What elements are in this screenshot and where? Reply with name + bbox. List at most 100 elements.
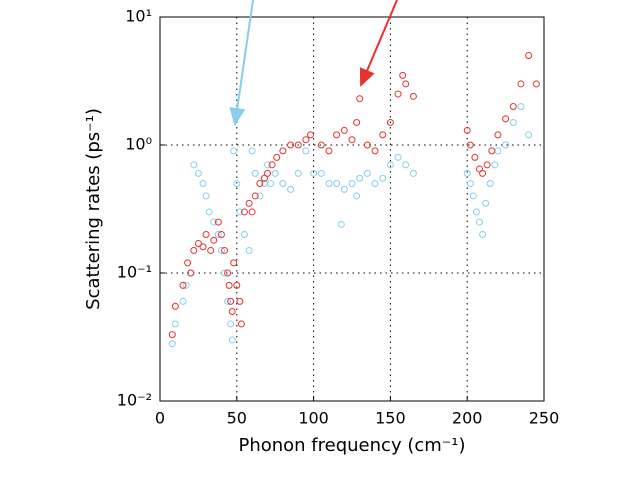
point [379,131,387,139]
point [294,141,302,149]
point [486,180,494,188]
point [337,220,345,228]
point [214,218,222,226]
point [210,236,218,244]
point [227,320,235,328]
point [233,281,241,289]
point [224,269,232,277]
arrow [229,0,254,126]
point [273,153,281,161]
point [182,281,190,289]
point [302,147,310,155]
point [179,281,187,289]
point [171,302,179,310]
point [230,147,238,155]
point [394,153,402,161]
point [248,208,256,216]
point [386,161,394,169]
point [227,297,235,305]
point [469,192,477,200]
point [488,147,496,155]
point [228,336,236,344]
point [399,71,407,79]
y-tick-label: 10⁻¹ [117,263,152,282]
point [199,243,207,251]
plot-area [160,17,544,401]
x-tick-label: 150 [375,409,406,428]
point [228,308,236,316]
point [256,180,264,188]
point [409,92,417,100]
point [356,174,364,182]
point [168,331,176,339]
y-tick-label: 10⁻² [117,391,152,410]
point [171,320,179,328]
point [279,147,287,155]
point [245,246,253,254]
point [479,169,487,177]
point [509,102,517,110]
point [217,230,225,238]
point [221,269,229,277]
point [207,246,215,254]
point [310,169,318,177]
point [466,141,474,149]
point [494,147,502,155]
point [251,192,259,200]
point [394,90,402,98]
point [340,185,348,193]
point [190,246,198,254]
point [236,208,244,216]
point [264,161,272,169]
point [224,297,232,305]
x-tick-label: 200 [452,409,483,428]
point [194,169,202,177]
point [340,126,348,134]
point [325,147,333,155]
point [202,230,210,238]
point [190,161,198,169]
point [409,169,417,177]
point [386,118,394,126]
y-tick-label: 10¹ [125,7,152,26]
point [240,208,248,216]
point [294,169,302,177]
point [233,180,241,188]
point [363,169,371,177]
point [187,269,195,277]
point [463,169,471,177]
point [532,80,540,88]
point [325,180,333,188]
point [483,161,491,169]
point [402,80,410,88]
point [525,131,533,139]
point [267,180,275,188]
point [168,340,176,348]
point [302,136,310,144]
point [268,161,276,169]
x-axis-label: Phonon frequency (cm⁻¹) [238,435,465,456]
point [479,230,487,238]
point [251,169,259,177]
point [307,131,315,139]
point [225,281,233,289]
point [279,180,287,188]
point [210,218,218,226]
axes-frame [159,16,545,402]
point [184,259,192,267]
point [214,230,222,238]
point [205,208,213,216]
point [240,230,248,238]
point [491,161,499,169]
point [509,118,517,126]
point [260,174,268,182]
point [371,180,379,188]
point [402,161,410,169]
point [317,169,325,177]
point [199,180,207,188]
point [248,147,256,155]
point [463,126,471,134]
x-tick-label: 100 [298,409,329,428]
point [379,174,387,182]
x-tick-label: 50 [227,409,247,428]
